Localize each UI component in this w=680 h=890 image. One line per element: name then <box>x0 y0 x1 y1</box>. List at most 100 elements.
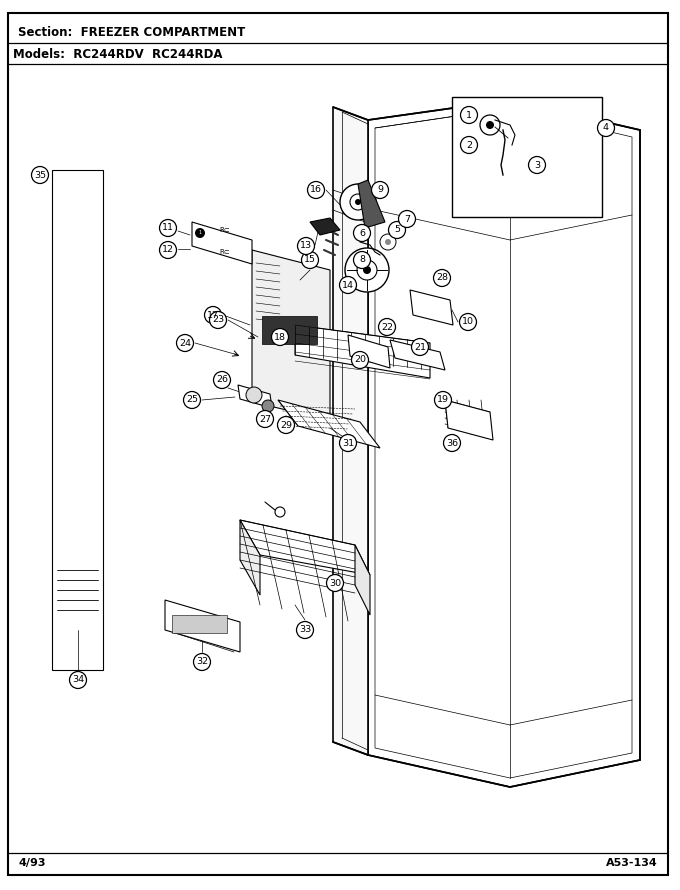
Polygon shape <box>333 107 368 755</box>
Polygon shape <box>52 170 103 670</box>
Circle shape <box>31 166 48 183</box>
Circle shape <box>296 621 313 638</box>
Text: 28: 28 <box>436 273 448 282</box>
Text: 5: 5 <box>394 225 400 234</box>
Polygon shape <box>240 520 260 595</box>
Text: 13: 13 <box>300 241 312 250</box>
Text: 23: 23 <box>212 315 224 325</box>
Text: 14: 14 <box>342 280 354 289</box>
Text: 35: 35 <box>34 171 46 180</box>
Circle shape <box>363 266 371 274</box>
Circle shape <box>433 270 450 287</box>
Polygon shape <box>390 340 445 370</box>
Text: 34: 34 <box>72 676 84 684</box>
Text: 12: 12 <box>162 246 174 255</box>
Circle shape <box>301 252 318 269</box>
Text: 9: 9 <box>377 185 383 195</box>
Text: 30: 30 <box>329 578 341 587</box>
Text: 11: 11 <box>162 223 174 232</box>
Circle shape <box>69 671 86 689</box>
Text: 20: 20 <box>354 355 366 365</box>
Polygon shape <box>358 180 385 228</box>
Circle shape <box>246 387 262 403</box>
Text: A53-134: A53-134 <box>607 858 658 868</box>
Circle shape <box>380 234 396 250</box>
Bar <box>452 97 602 217</box>
Text: 4: 4 <box>603 124 609 133</box>
Text: Section:  FREEZER COMPARTMENT: Section: FREEZER COMPARTMENT <box>18 27 245 39</box>
Text: 1: 1 <box>199 231 201 236</box>
Text: 21: 21 <box>414 343 426 352</box>
Circle shape <box>528 157 545 174</box>
Circle shape <box>214 371 231 389</box>
Circle shape <box>486 121 494 129</box>
Text: 1: 1 <box>466 110 472 119</box>
Circle shape <box>385 239 391 245</box>
Circle shape <box>345 248 389 292</box>
Circle shape <box>460 136 477 153</box>
Text: 3: 3 <box>534 160 540 169</box>
Polygon shape <box>348 335 390 368</box>
Circle shape <box>443 434 460 451</box>
Text: 8: 8 <box>359 255 365 264</box>
Polygon shape <box>192 222 252 264</box>
Circle shape <box>460 107 477 124</box>
Polygon shape <box>310 218 340 235</box>
Polygon shape <box>165 600 240 652</box>
Circle shape <box>209 312 226 328</box>
Text: 15: 15 <box>304 255 316 264</box>
Circle shape <box>354 252 371 269</box>
Circle shape <box>354 224 371 241</box>
Text: 16: 16 <box>310 185 322 195</box>
Circle shape <box>160 241 177 258</box>
Text: 19: 19 <box>437 395 449 404</box>
Circle shape <box>297 238 314 255</box>
Circle shape <box>339 277 356 294</box>
Circle shape <box>160 220 177 237</box>
Text: R⊂: R⊂ <box>220 227 231 233</box>
Polygon shape <box>355 545 370 615</box>
Circle shape <box>355 199 361 205</box>
Circle shape <box>411 338 428 355</box>
Text: 24: 24 <box>179 338 191 347</box>
Text: 22: 22 <box>381 322 393 331</box>
Text: 6: 6 <box>359 229 365 238</box>
Circle shape <box>460 313 477 330</box>
Circle shape <box>371 182 388 198</box>
Circle shape <box>339 434 356 451</box>
Text: 7: 7 <box>404 214 410 223</box>
Polygon shape <box>410 290 453 325</box>
Text: 25: 25 <box>186 395 198 404</box>
Circle shape <box>277 417 294 433</box>
Circle shape <box>184 392 201 409</box>
Text: 26: 26 <box>216 376 228 384</box>
Bar <box>172 615 227 633</box>
Circle shape <box>271 328 288 345</box>
Text: Models:  RC244RDV  RC244RDA: Models: RC244RDV RC244RDA <box>13 47 222 61</box>
Circle shape <box>352 352 369 368</box>
Text: 29: 29 <box>280 420 292 430</box>
Circle shape <box>205 306 222 323</box>
Text: 2: 2 <box>466 141 472 150</box>
Circle shape <box>379 319 396 336</box>
Circle shape <box>398 211 415 228</box>
Polygon shape <box>278 400 380 448</box>
Circle shape <box>326 575 343 592</box>
Text: 4/93: 4/93 <box>18 858 46 868</box>
Circle shape <box>262 400 274 412</box>
Text: 33: 33 <box>299 626 311 635</box>
Bar <box>262 316 317 344</box>
Circle shape <box>340 184 376 220</box>
Polygon shape <box>238 385 272 408</box>
Circle shape <box>307 182 324 198</box>
Polygon shape <box>240 520 370 575</box>
Polygon shape <box>252 250 330 420</box>
Text: 10: 10 <box>462 318 474 327</box>
Text: 18: 18 <box>274 333 286 342</box>
Circle shape <box>177 335 194 352</box>
Text: 31: 31 <box>342 439 354 448</box>
Circle shape <box>598 119 615 136</box>
Text: 17: 17 <box>207 311 219 320</box>
Text: 32: 32 <box>196 658 208 667</box>
Polygon shape <box>295 325 430 378</box>
